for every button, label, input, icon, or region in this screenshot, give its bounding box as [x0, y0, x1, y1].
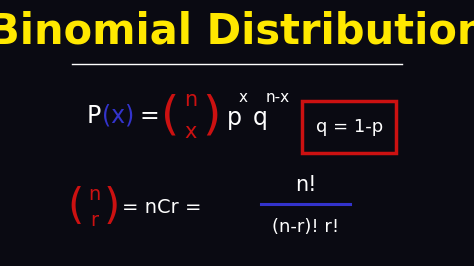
Text: P: P [86, 104, 100, 128]
Text: =: = [139, 104, 159, 128]
Text: Binomial Distribution: Binomial Distribution [0, 11, 474, 53]
FancyBboxPatch shape [302, 101, 396, 153]
Text: (x): (x) [101, 104, 134, 128]
Text: (: ( [68, 186, 84, 228]
Text: n-x: n-x [265, 90, 290, 105]
Text: q: q [253, 106, 267, 130]
Text: x: x [239, 90, 248, 105]
Text: = nCr =: = nCr = [122, 198, 201, 217]
Text: (: ( [161, 93, 179, 138]
Text: p: p [227, 106, 242, 130]
Text: ): ) [202, 93, 220, 138]
Text: ): ) [104, 186, 120, 228]
Text: r: r [91, 211, 99, 230]
Text: (n-r)! r!: (n-r)! r! [272, 218, 339, 236]
Text: q = 1-p: q = 1-p [316, 118, 383, 136]
Text: x: x [184, 122, 197, 142]
Text: n: n [184, 90, 197, 110]
Text: n!: n! [295, 175, 316, 195]
Text: n: n [89, 185, 101, 204]
